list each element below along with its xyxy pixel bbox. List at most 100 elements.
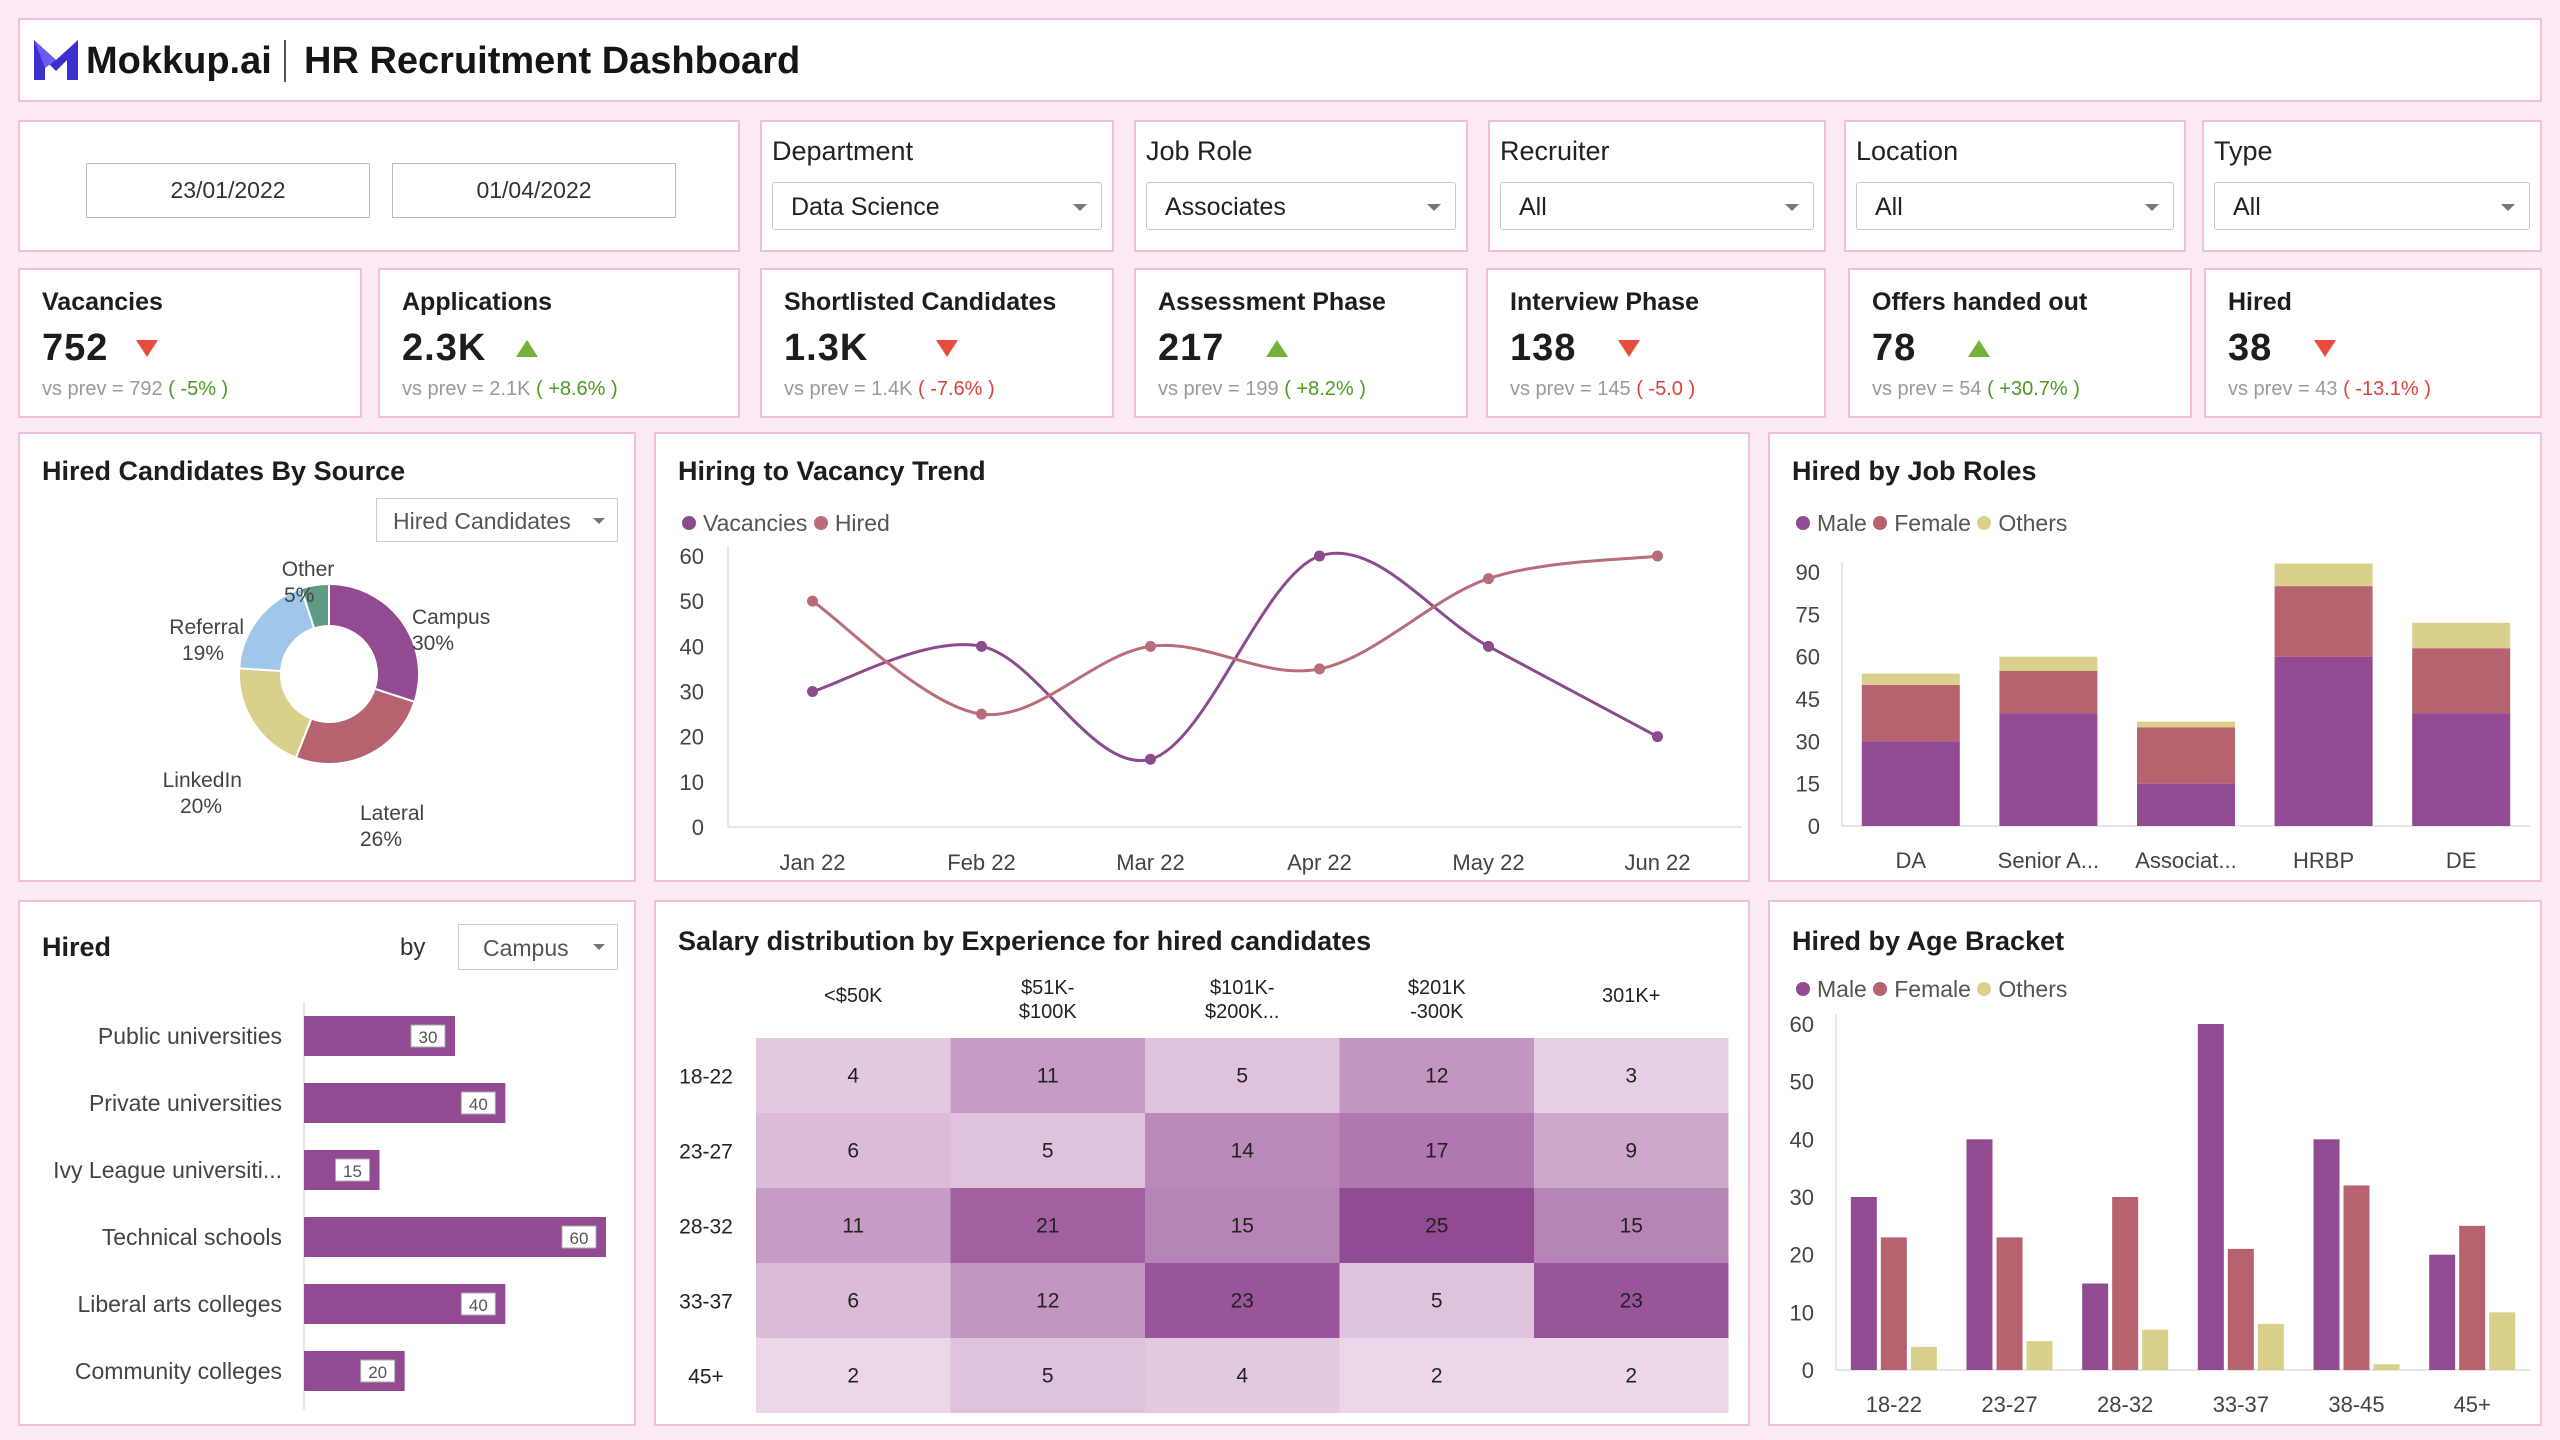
cell-value: 25	[1425, 1215, 1448, 1238]
heatmap-cell	[1339, 1263, 1534, 1338]
bar-segment-others	[2137, 721, 2235, 728]
kpi-card: Shortlisted Candidates 1.3K vs prev = 1.4K…	[760, 268, 1114, 418]
hired-by-dropdown[interactable]: Campus	[458, 924, 618, 970]
x-tick-label: HRBP	[2293, 848, 2354, 873]
y-tick-label: 10	[1790, 1300, 1814, 1325]
x-tick-label: 28-32	[2097, 1392, 2153, 1417]
location-select[interactable]: All	[1856, 182, 2174, 230]
chevron-down-icon	[1073, 204, 1087, 211]
salary-title: Salary distribution by Experience for hi…	[678, 926, 1372, 956]
x-tick-label: Associat...	[2135, 848, 2236, 873]
x-tick-label: Mar 22	[1116, 850, 1184, 875]
kpi-label: Hired	[2228, 288, 2292, 316]
cell-value: 11	[1037, 1065, 1059, 1088]
trend-down-icon	[936, 340, 958, 357]
series-line-vacancies	[812, 551, 1659, 763]
y-tick-label: 45	[1796, 687, 1820, 712]
chevron-down-icon	[593, 944, 605, 950]
kpi-prev: vs prev = 54 ( +30.7% )	[1872, 378, 2080, 400]
value-label: 60	[570, 1229, 589, 1248]
y-tick-label: 30	[680, 680, 704, 705]
y-tick-label: 30	[1796, 729, 1820, 754]
heatmap-cell	[1534, 1113, 1729, 1188]
slice-label: Lateral	[360, 802, 424, 825]
category-label: Technical schools	[102, 1224, 282, 1250]
bar-others	[2142, 1329, 2169, 1370]
chevron-down-icon	[2145, 204, 2159, 211]
bar-female	[1996, 1237, 2023, 1370]
heatmap-cell	[756, 1038, 951, 1113]
bar-segment-female	[1999, 670, 2098, 714]
recruiter-label: Recruiter	[1500, 136, 1610, 166]
legend-female: Female	[1873, 976, 1971, 1002]
bar-segment-male	[2274, 656, 2373, 826]
cell-value: 11	[842, 1215, 864, 1238]
kpi-value: 138	[1510, 327, 1577, 369]
kpi-change: ( +8.2% )	[1284, 378, 1366, 400]
kpi-prev: vs prev = 199 ( +8.2% )	[1158, 378, 1366, 400]
data-point	[1483, 573, 1494, 585]
heatmap-cell	[1145, 1038, 1340, 1113]
row-label: 45+	[688, 1366, 724, 1389]
legend-others: Others	[1977, 510, 2067, 536]
donut-slice	[328, 582, 420, 704]
y-tick-label: 40	[1790, 1127, 1814, 1152]
cell-value: 2	[1625, 1365, 1637, 1388]
source-panel: Hired Candidates By Source Hired Candida…	[18, 432, 636, 882]
kpi-prev: vs prev = 792 ( -5% )	[42, 378, 229, 400]
hired-by-title: Hired	[42, 932, 112, 962]
heatmap-cell	[756, 1338, 951, 1413]
row-label: 18-22	[679, 1066, 733, 1089]
location-label: Location	[1856, 136, 1959, 166]
category-label: Ivy League universiti...	[53, 1157, 282, 1183]
department-label: Department	[772, 136, 914, 166]
kpi-card: Offers handed out 78 vs prev = 54 ( +30.7%…	[1848, 268, 2192, 418]
end-date-input[interactable]: 01/04/2022	[392, 163, 676, 218]
mokkup-logo-icon	[34, 40, 78, 80]
department-value: Data Science	[791, 193, 940, 221]
data-point	[1145, 640, 1156, 652]
cell-value: 12	[1036, 1290, 1059, 1313]
kpi-card: Interview Phase 138 vs prev = 145 ( -5.0 )	[1486, 268, 1826, 418]
bar-others	[2257, 1323, 2284, 1370]
kpi-card: Vacancies 752 vs prev = 792 ( -5% )	[18, 268, 362, 418]
heatmap-cell	[756, 1263, 951, 1338]
kpi-change: ( -7.6% )	[917, 378, 995, 400]
kpi-card: Hired 38 vs prev = 43 ( -13.1% )	[2204, 268, 2542, 418]
hired-by-panel: Hired by Campus Public universities 30 Pri…	[18, 900, 636, 1426]
source-dropdown[interactable]: Hired Candidates	[376, 498, 618, 542]
kpi-label: Vacancies	[42, 288, 163, 316]
cell-value: 6	[847, 1290, 859, 1313]
y-tick-label: 60	[1790, 1012, 1814, 1037]
data-point	[807, 595, 818, 607]
roles-title: Hired by Job Roles	[1792, 456, 2037, 486]
column-header: $51K-	[1021, 977, 1074, 999]
recruiter-select[interactable]: All	[1500, 182, 1814, 230]
cell-value: 5	[1431, 1290, 1443, 1313]
department-select[interactable]: Data Science	[772, 182, 1102, 230]
kpi-change: ( -5.0 )	[1636, 378, 1696, 400]
cell-value: 17	[1425, 1140, 1448, 1163]
slice-value: 19%	[182, 642, 224, 665]
heatmap-cell	[1534, 1038, 1729, 1113]
chevron-down-icon	[2501, 204, 2515, 211]
chevron-down-icon	[1785, 204, 1799, 211]
source-donut-chart: Campus 30% Lateral 26% LinkedIn 20% Referral 19…	[163, 558, 491, 851]
job-role-select[interactable]: Associates	[1146, 182, 1456, 230]
y-tick-label: 20	[1790, 1243, 1814, 1268]
data-point	[976, 640, 987, 652]
kpi-value: 38	[2228, 327, 2273, 369]
trend-down-icon	[1618, 340, 1640, 357]
bar-male	[1966, 1139, 1993, 1370]
data-point	[1145, 753, 1156, 765]
type-select[interactable]: All	[2214, 182, 2530, 230]
kpi-value: 1.3K	[784, 327, 869, 369]
age-bar-chart: 0 10 20 30 40 50 60 18-22 23-27 28-32 33-37 38-45 45…	[1790, 1012, 2530, 1417]
trend-down-icon	[2314, 340, 2336, 357]
column-header: 301K+	[1602, 985, 1660, 1007]
start-date-input[interactable]: 23/01/2022	[86, 163, 370, 218]
bar-female	[2227, 1248, 2254, 1370]
x-tick-label: Senior A...	[1998, 848, 2100, 873]
bar-segment-male	[1861, 741, 1960, 826]
category-label: Community colleges	[75, 1358, 282, 1384]
